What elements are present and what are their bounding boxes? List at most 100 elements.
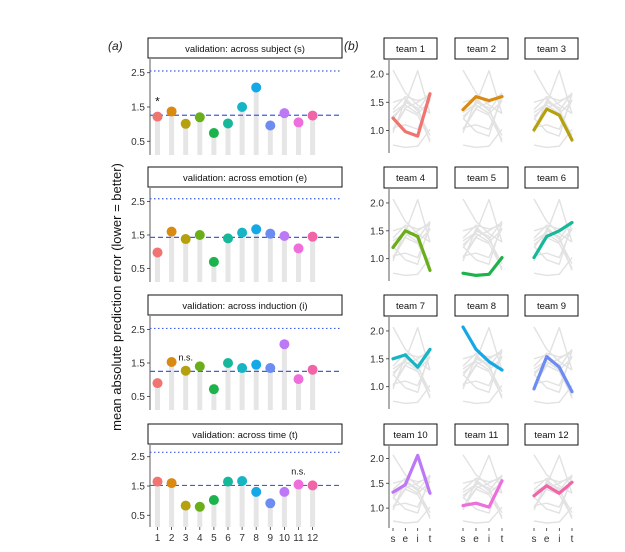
background-series-line: [462, 227, 503, 265]
data-point: [194, 361, 205, 372]
x-tick-label: 7: [239, 533, 245, 544]
background-series-line: [462, 99, 503, 131]
background-series-line: [462, 198, 503, 243]
team-facet: team 2: [454, 37, 509, 149]
y-tick-label: 1.0: [370, 254, 384, 265]
data-point: [251, 359, 262, 370]
x-tick-label: 8: [253, 533, 259, 544]
significance-annotation: n.s.: [291, 467, 306, 477]
y-tick-label: 1.0: [370, 382, 384, 393]
facet-strip: [147, 37, 343, 59]
background-series-line: [392, 506, 431, 524]
facet-title: team 1: [396, 44, 425, 55]
data-point: [279, 108, 290, 119]
team-facet: team 5: [454, 166, 509, 277]
data-point: [223, 118, 233, 129]
data-point: [152, 378, 163, 389]
background-series-line: [462, 506, 503, 524]
facet-strip: [147, 166, 343, 188]
x-tick-label: e: [544, 534, 550, 545]
background-series-line: [392, 227, 431, 259]
background-series-line: [533, 227, 573, 259]
y-tick-label: 1.5: [370, 226, 384, 237]
y-tick-label: 0.5: [131, 137, 145, 148]
team-facet: team 11 s e i t: [454, 423, 509, 545]
facet-strip: [147, 423, 343, 445]
background-series-line: [462, 454, 503, 494]
y-tick-label: 1.0: [370, 504, 384, 515]
background-series-line: [462, 385, 503, 405]
y-tick-label: 1.5: [370, 354, 384, 365]
facet-title: team 6: [537, 173, 566, 184]
background-series-line: [462, 480, 503, 513]
data-point: [237, 363, 248, 374]
data-point: [223, 476, 233, 487]
x-tick-label: 9: [268, 533, 274, 544]
background-series-line: [392, 128, 431, 149]
background-series-line: [392, 326, 431, 371]
data-point: [194, 501, 205, 512]
lollipop-panel: validation: across induction (i) 0.5 1.5 2.…: [131, 294, 343, 410]
data-point: [265, 363, 276, 374]
y-axis-label: mean absolute prediction error (lower = …: [109, 163, 124, 431]
background-series-line: [462, 99, 503, 136]
data-point: [307, 231, 318, 242]
facet-title: team 4: [396, 173, 425, 184]
team-series-line: [391, 229, 432, 272]
team-facet: team 7 1.0 1.5 2.0: [370, 294, 438, 409]
background-series-line: [533, 257, 573, 277]
y-tick-label: 2.5: [131, 325, 145, 336]
y-tick-label: 2.0: [370, 454, 384, 465]
y-tick-label: 0.5: [131, 264, 145, 275]
team-facet: team 9: [524, 294, 579, 405]
x-tick-label: 12: [307, 533, 319, 544]
background-series-line: [533, 480, 573, 513]
facet-title: team 11: [465, 430, 499, 441]
background-series-line: [533, 480, 573, 508]
x-tick-label: e: [473, 534, 479, 545]
background-series-line: [462, 69, 503, 114]
background-series-line: [392, 480, 431, 508]
x-tick-label: i: [417, 534, 419, 545]
y-tick-label: 1.5: [131, 482, 145, 493]
facet-strip: [454, 294, 509, 317]
team-series-line: [532, 480, 574, 498]
data-point: [166, 226, 177, 237]
data-point: [293, 374, 304, 385]
facet-title: team 10: [393, 430, 427, 441]
data-point: [237, 227, 248, 238]
facet-strip: [383, 166, 438, 189]
x-tick-label: 3: [183, 533, 189, 544]
background-series-line: [533, 326, 573, 371]
data-point: [265, 498, 276, 509]
data-point: [223, 233, 233, 244]
significance-annotation: *: [155, 95, 160, 109]
background-series-line: [533, 99, 573, 131]
facet-title: team 5: [467, 173, 496, 184]
y-tick-label: 1.5: [131, 359, 145, 370]
data-point: [194, 112, 205, 123]
facet-strip: [524, 166, 579, 189]
background-series-line: [392, 326, 431, 371]
background-series-line: [533, 128, 573, 149]
data-point: [293, 479, 304, 490]
background-series-line: [533, 100, 573, 117]
facet-title: team 12: [534, 430, 568, 441]
x-tick-label: t: [501, 534, 504, 545]
y-tick-label: 1.5: [131, 103, 145, 114]
background-series-line: [462, 128, 503, 149]
data-point: [152, 247, 163, 258]
background-series-line: [462, 227, 503, 259]
x-tick-label: t: [429, 534, 432, 545]
background-series-line: [533, 454, 573, 494]
data-point: [208, 256, 219, 267]
data-point: [166, 356, 177, 367]
data-point: [279, 486, 290, 497]
facet-strip: [383, 37, 438, 60]
team-facet: team 1 1.0 1.5 2.0: [370, 37, 438, 153]
data-point: [208, 495, 219, 506]
x-tick-label: 5: [211, 533, 217, 544]
background-series-line: [392, 257, 431, 277]
background-series-line: [533, 506, 573, 524]
x-tick-label: 2: [169, 533, 175, 544]
